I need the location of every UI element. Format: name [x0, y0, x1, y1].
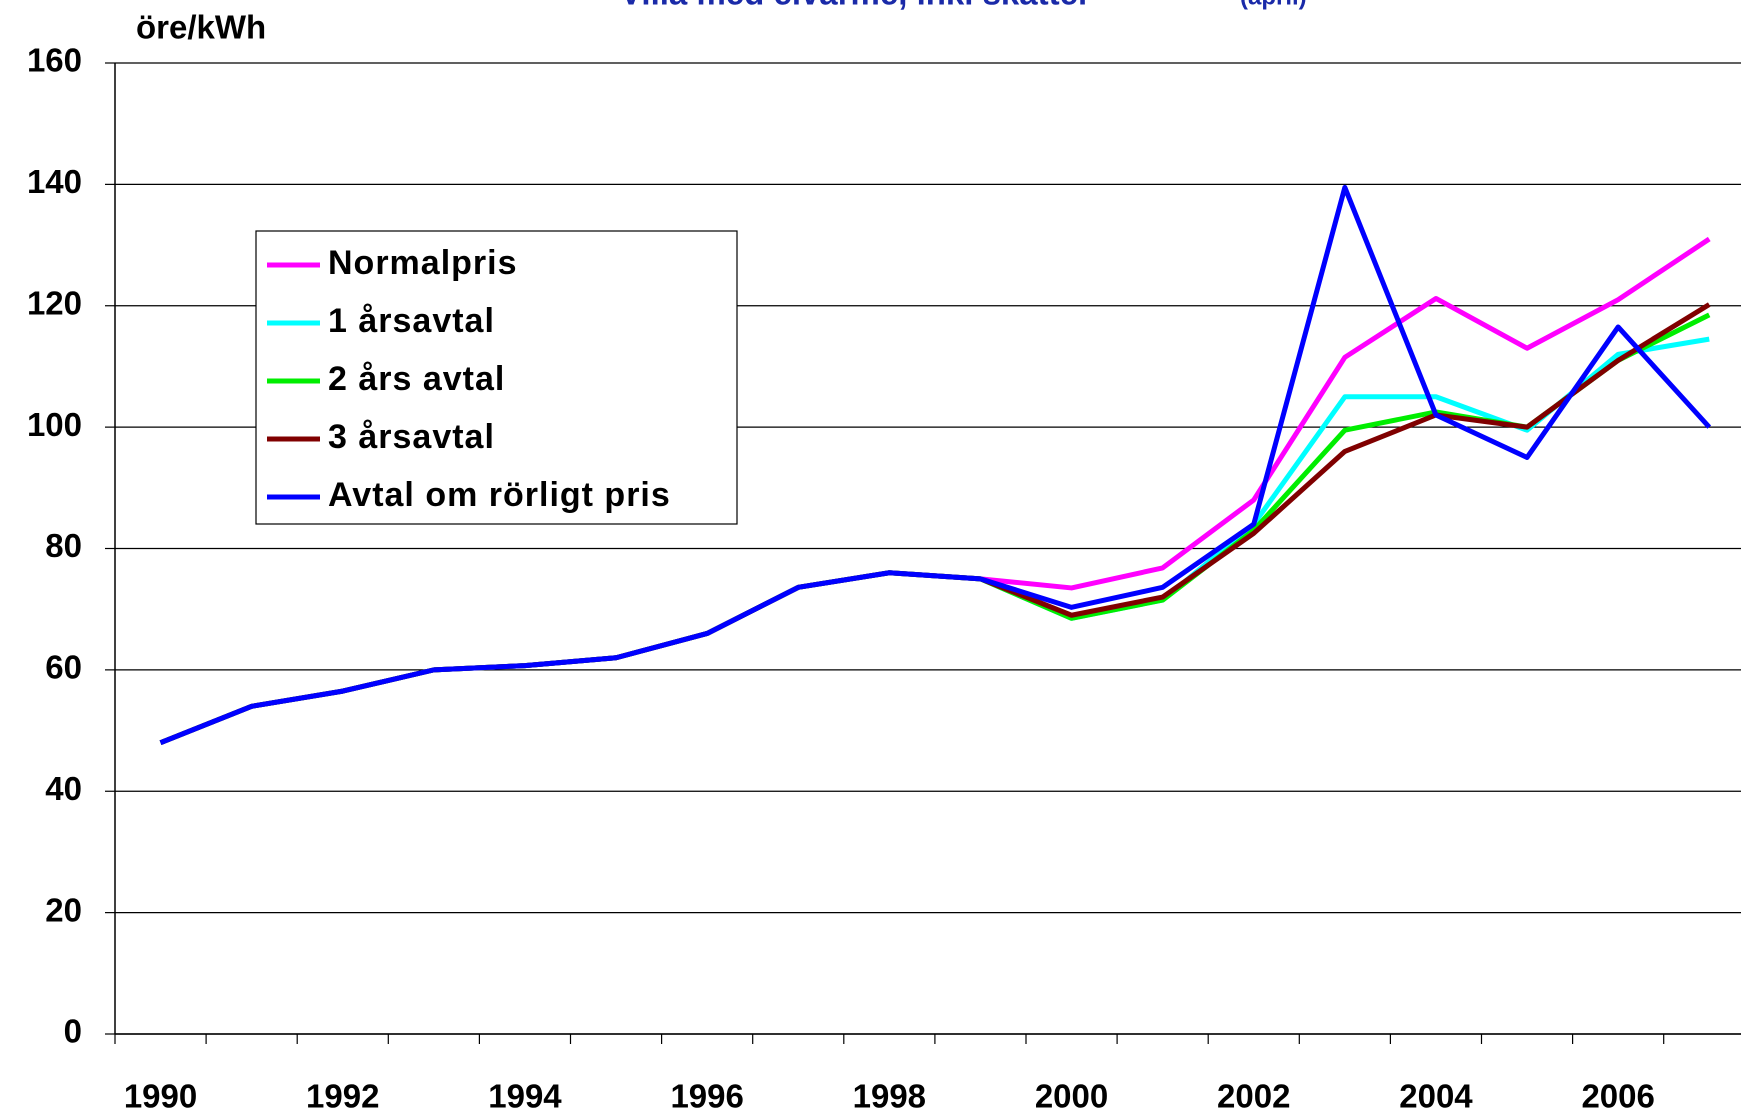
chart-title: Villa med elvärme, inkl skatter	[620, 0, 1091, 12]
y-tick-label: 100	[27, 406, 82, 443]
x-tick-label: 1998	[853, 1078, 926, 1115]
y-tick-label: 20	[45, 891, 82, 928]
x-tick-label: 1990	[124, 1078, 197, 1115]
y-axis-label: öre/kWh	[136, 9, 266, 46]
y-tick-label: 40	[45, 770, 82, 807]
x-tick-label: 1994	[488, 1078, 562, 1115]
legend-label: 2 års avtal	[328, 360, 505, 398]
y-tick-label: 80	[45, 527, 82, 564]
legend-label: Normalpris	[328, 244, 518, 282]
x-tick-label: 1996	[670, 1078, 743, 1115]
y-tick-label: 120	[27, 284, 82, 321]
chart-subtitle: (april)	[1240, 0, 1307, 10]
y-tick-label: 60	[45, 649, 82, 686]
x-tick-label: 2002	[1217, 1078, 1290, 1115]
legend-label: Avtal om rörligt pris	[328, 476, 671, 514]
y-tick-label: 140	[27, 163, 82, 200]
series-line	[159, 184, 1712, 746]
x-tick-label: 1992	[306, 1078, 379, 1115]
legend-label: 3 årsavtal	[328, 418, 495, 456]
x-tick-label: 2004	[1399, 1078, 1473, 1115]
x-tick-label: 2006	[1581, 1078, 1654, 1115]
legend-label: 1 årsavtal	[328, 302, 495, 340]
y-tick-label: 160	[27, 42, 82, 79]
legend-box	[255, 230, 738, 525]
y-tick-label: 0	[64, 1013, 82, 1050]
x-tick-label: 2000	[1035, 1078, 1108, 1115]
